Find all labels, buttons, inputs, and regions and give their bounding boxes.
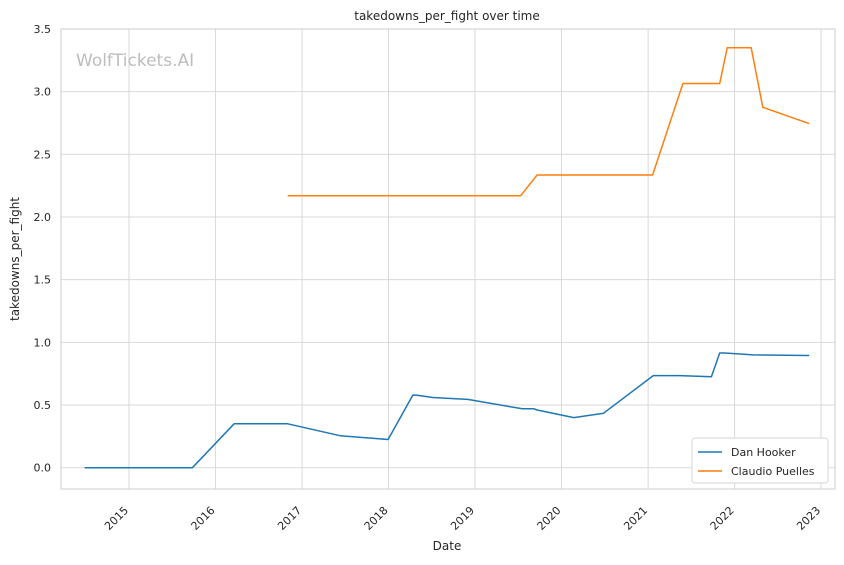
y-tick-label: 0.5 [34,399,52,412]
y-axis-ticks: 0.0 0.5 1.0 1.5 2.0 2.5 3.0 3.5 [34,23,52,475]
plot-area-frame [60,28,836,490]
y-tick-label: 3.0 [34,86,52,99]
x-axis-label: Date [433,539,462,553]
legend-box [691,437,829,484]
legend: Dan Hooker Claudio Puelles [691,437,829,484]
legend-label-claudio-puelles: Claudio Puelles [731,465,815,478]
y-axis-label: takedowns_per_fight [8,197,22,321]
y-tick-label: 3.5 [34,23,52,36]
chart-title: takedowns_per_fight over time [354,9,540,23]
y-tick-label: 2.5 [34,148,52,161]
y-tick-label: 1.0 [34,336,52,349]
series-line-claudio-puelles [287,47,810,197]
legend-label-dan-hooker: Dan Hooker [731,446,796,459]
watermark: WolfTickets.AI [76,51,194,71]
series-line-dan-hooker [84,352,810,469]
series-lines [84,47,810,469]
y-tick-label: 1.5 [34,274,52,287]
y-tick-label: 0.0 [34,462,52,475]
y-tick-label: 2.0 [34,211,52,224]
